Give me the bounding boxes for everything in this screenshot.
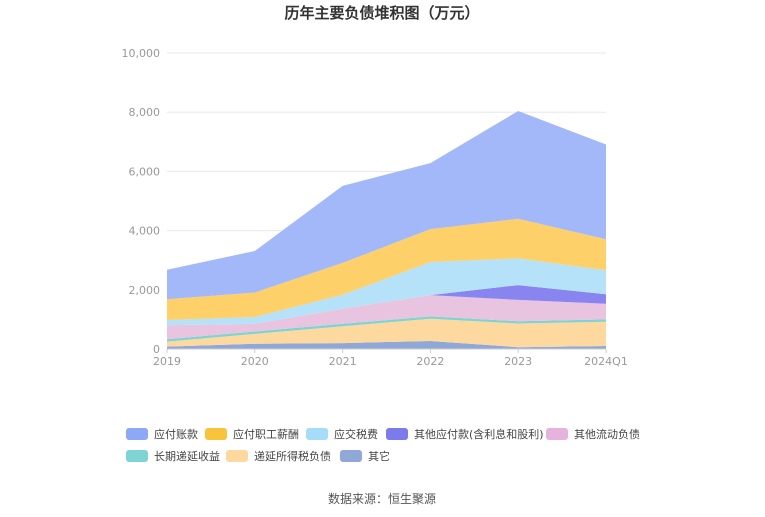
legend-item[interactable]: 应交税费 [306,427,378,441]
area-series-3 [167,295,606,340]
legend-swatch [386,428,408,440]
legend-item[interactable]: 应付职工薪酬 [205,427,299,441]
y-tick-label: 2,000 [129,284,161,297]
y-tick-label: 0 [153,343,160,356]
chart-title: 历年主要负债堆积图（万元） [284,4,479,22]
legend-label: 其他应付款(含利息和股利) [414,427,544,441]
area-series-7 [167,111,606,300]
legend-label: 长期递延收益 [154,449,220,463]
legend-label: 递延所得税负债 [254,449,331,463]
area-series-2 [167,316,606,342]
legend-swatch [126,428,148,440]
y-tick-label: 8,000 [129,106,161,119]
legend-swatch [126,450,148,462]
legend-item[interactable]: 应付账款 [126,427,198,441]
legend-label: 应付账款 [154,427,198,441]
y-tick-label: 6,000 [129,165,161,178]
y-tick-label: 10,000 [122,47,161,60]
legend-item[interactable]: 长期递延收益 [126,449,220,463]
legend-item[interactable]: 其他流动负债 [546,427,640,441]
legend-label: 应付职工薪酬 [233,427,299,441]
x-tick-label: 2022 [416,355,444,368]
area-series-0 [167,341,606,349]
area-series-5 [167,258,606,326]
area-layer [167,111,606,349]
legend-label: 其它 [368,449,390,463]
x-tick-label: 2023 [504,355,532,368]
data-source: 数据来源：恒生聚源 [328,491,436,506]
x-tick-label: 2021 [329,355,357,368]
legend-label: 应交税费 [334,427,378,441]
legend-item[interactable]: 其他应付款(含利息和股利) [386,427,544,441]
x-tick-label: 2019 [153,355,181,368]
legend-swatch [306,428,328,440]
legend-item[interactable]: 递延所得税负债 [226,449,331,463]
area-series-1 [167,318,606,348]
y-tick-label: 4,000 [129,225,161,238]
axis-layer: 0 2,000 4,000 6,000 8,000 10,000 2019 2020 2021 2… [122,47,628,368]
legend-swatch [546,428,568,440]
legend-swatch [340,450,362,462]
legend-swatch [226,450,248,462]
legend-label: 其他流动负债 [574,427,640,441]
legend-swatch [205,428,227,440]
x-tick-label: 2020 [241,355,269,368]
x-tick-label: 2024Q1 [584,355,628,368]
legend-item[interactable]: 其它 [340,449,390,463]
area-series-6 [167,218,606,320]
area-series-4 [167,285,606,326]
